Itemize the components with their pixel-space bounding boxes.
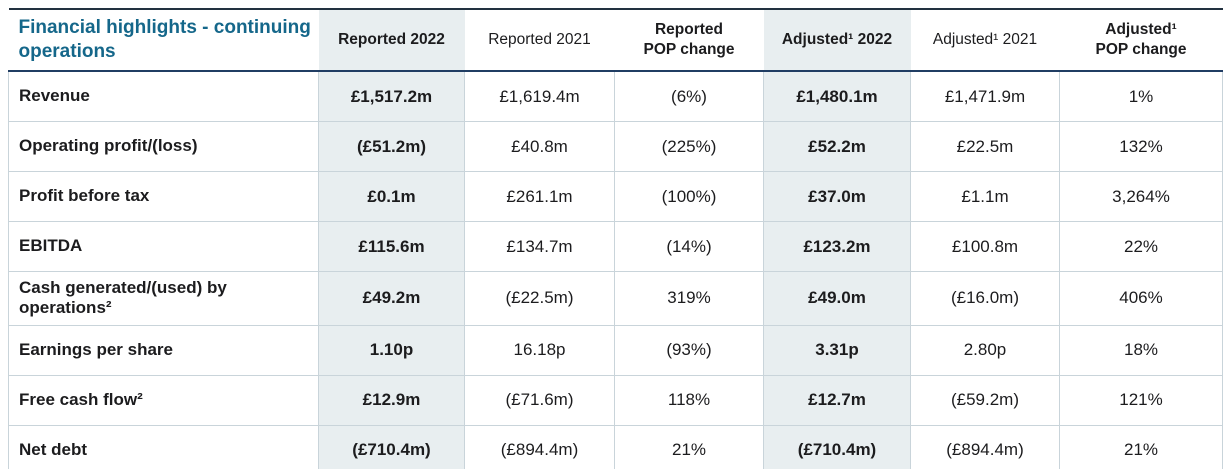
column-header: Adjusted¹ POP change <box>1059 8 1223 72</box>
value-cell: (£22.5m) <box>464 271 615 326</box>
value-cell: £100.8m <box>910 221 1060 272</box>
row-label: Operating profit/(loss) <box>8 121 319 172</box>
column-header: Adjusted¹ 2022 <box>763 8 911 72</box>
value-cell: 121% <box>1059 374 1223 426</box>
table-row: Cash generated/(used) by operations² £49.… <box>8 271 1223 326</box>
column-header-label: Adjusted¹ POP change <box>1095 20 1187 58</box>
value-cell: £1,471.9m <box>910 70 1060 122</box>
value-cell: 22% <box>1059 221 1223 272</box>
value-cell: (£59.2m) <box>910 374 1060 426</box>
value-cell: (£16.0m) <box>910 271 1060 326</box>
value-cell: 118% <box>614 374 764 426</box>
column-header-label: Reported POP change <box>643 20 735 58</box>
column-header: Reported 2021 <box>464 8 615 72</box>
value-cell: £115.6m <box>318 221 465 272</box>
value-cell: 21% <box>614 424 764 469</box>
value-cell: £134.7m <box>464 221 615 272</box>
value-cell: £49.2m <box>318 271 465 326</box>
column-header: Reported POP change <box>614 8 764 72</box>
table-body: Revenue £1,517.2m £1,619.4m (6%) £1,480.1m £1… <box>8 70 1223 469</box>
value-cell: £40.8m <box>464 121 615 172</box>
value-cell: 21% <box>1059 424 1223 469</box>
value-cell: 319% <box>614 271 764 326</box>
row-label: Earnings per share <box>8 324 319 376</box>
value-cell: 2.80p <box>910 324 1060 376</box>
value-cell: £123.2m <box>763 221 911 272</box>
value-cell: (14%) <box>614 221 764 272</box>
value-cell: £12.9m <box>318 374 465 426</box>
column-header-label: Reported 2022 <box>338 30 445 48</box>
table-row: Net debt (£710.4m) (£894.4m) 21% (£710.4m) (£… <box>8 424 1223 469</box>
value-cell: (£894.4m) <box>910 424 1060 469</box>
value-cell: (£710.4m) <box>763 424 911 469</box>
value-cell: (£71.6m) <box>464 374 615 426</box>
financial-highlights-page: Financial highlights - continuing operat… <box>0 8 1231 469</box>
value-cell: (£894.4m) <box>464 424 615 469</box>
row-label: Revenue <box>8 70 319 122</box>
value-cell: £12.7m <box>763 374 911 426</box>
value-cell: (£710.4m) <box>318 424 465 469</box>
value-cell: 1% <box>1059 70 1223 122</box>
value-cell: 132% <box>1059 121 1223 172</box>
value-cell: (100%) <box>614 171 764 222</box>
value-cell: (£51.2m) <box>318 121 465 172</box>
value-cell: 3,264% <box>1059 171 1223 222</box>
row-label: Free cash flow² <box>8 374 319 426</box>
column-header: Reported 2022 <box>318 8 465 72</box>
row-label: Profit before tax <box>8 171 319 222</box>
table-row: EBITDA £115.6m £134.7m (14%) £123.2m £100.8m 2… <box>8 221 1223 272</box>
value-cell: £0.1m <box>318 171 465 222</box>
row-label: Net debt <box>8 424 319 469</box>
value-cell: £52.2m <box>763 121 911 172</box>
value-cell: £49.0m <box>763 271 911 326</box>
value-cell: 16.18p <box>464 324 615 376</box>
value-cell: £22.5m <box>910 121 1060 172</box>
value-cell: £1,619.4m <box>464 70 615 122</box>
column-header-label: Adjusted¹ 2021 <box>932 30 1038 48</box>
row-label: Cash generated/(used) by operations² <box>8 271 319 326</box>
table-row: Free cash flow² £12.9m (£71.6m) 118% £12.7m(… <box>8 374 1223 426</box>
table-title: Financial highlights - continuing operat… <box>8 8 319 72</box>
value-cell: 406% <box>1059 271 1223 326</box>
column-header: Adjusted¹ 2021 <box>910 8 1060 72</box>
value-cell: 18% <box>1059 324 1223 376</box>
value-cell: (93%) <box>614 324 764 376</box>
value-cell: £1,480.1m <box>763 70 911 122</box>
column-header-label: Adjusted¹ 2022 <box>781 30 893 48</box>
table-row: Profit before tax £0.1m £261.1m (100%) £37.0… <box>8 171 1223 222</box>
header-row: Financial highlights - continuing operat… <box>8 8 1223 72</box>
column-header-label: Reported 2021 <box>488 30 591 48</box>
value-cell: £37.0m <box>763 171 911 222</box>
financial-highlights-table: Financial highlights - continuing operat… <box>8 8 1223 469</box>
value-cell: £261.1m <box>464 171 615 222</box>
value-cell: 1.10p <box>318 324 465 376</box>
table-row: Operating profit/(loss) (£51.2m) £40.8m (22… <box>8 121 1223 172</box>
value-cell: £1.1m <box>910 171 1060 222</box>
row-label: EBITDA <box>8 221 319 272</box>
value-cell: (225%) <box>614 121 764 172</box>
value-cell: £1,517.2m <box>318 70 465 122</box>
table-row: Earnings per share 1.10p 16.18p (93%) 3.31p 2… <box>8 324 1223 376</box>
value-cell: 3.31p <box>763 324 911 376</box>
value-cell: (6%) <box>614 70 764 122</box>
table-row: Revenue £1,517.2m £1,619.4m (6%) £1,480.1m £1… <box>8 70 1223 122</box>
